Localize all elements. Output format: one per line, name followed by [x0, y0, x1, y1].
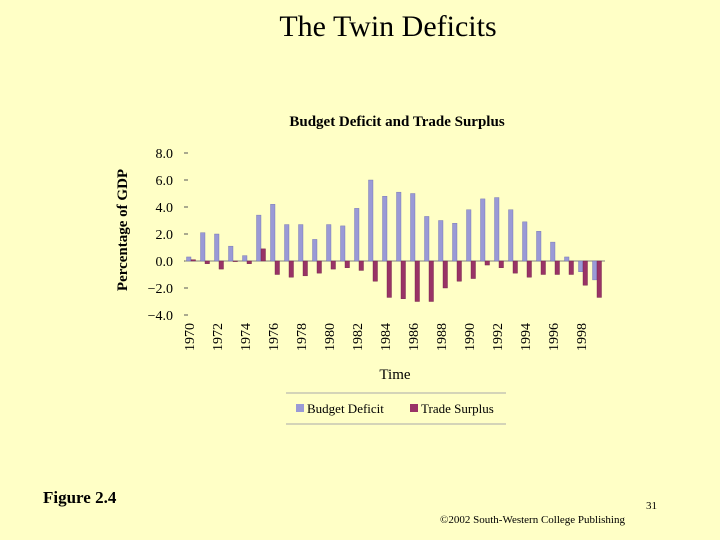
- trade-surplus-bar: [330, 260, 336, 270]
- trade-surplus-bar: [274, 260, 280, 275]
- budget-deficit-bar: [242, 255, 248, 262]
- budget-deficit-bar: [536, 231, 542, 262]
- y-tick-label: −4.0: [148, 309, 173, 324]
- x-tick-label: 1972: [211, 323, 226, 351]
- trade-surplus-bar: [316, 260, 322, 274]
- budget-deficit-bar: [466, 209, 472, 262]
- budget-deficit-bar: [298, 224, 304, 262]
- x-axis-ticks: 1970 1972 1974 1976 1978 1980 1982 1984 1986 1988…: [183, 323, 590, 351]
- y-tick-label: −2.0: [148, 282, 173, 297]
- page-number: 31: [646, 500, 657, 512]
- legend: Budget Deficit Trade Surplus: [286, 392, 506, 425]
- budget-deficit-bar: [214, 233, 220, 262]
- trade-surplus-bar: [442, 260, 448, 289]
- legend-swatch-trade-surplus: [410, 404, 418, 412]
- x-tick-label: 1998: [575, 323, 590, 351]
- trade-surplus-bar: [386, 260, 392, 298]
- budget-deficit-bar: [424, 216, 430, 262]
- x-tick-label: 1970: [183, 323, 198, 351]
- trade-surplus-bar: [428, 260, 434, 302]
- trade-surplus-bar: [232, 260, 238, 262]
- budget-deficit-bar: [410, 193, 416, 262]
- trade-surplus-bar: [554, 260, 560, 275]
- figure-label: Figure 2.4: [43, 488, 117, 507]
- trade-surplus-bar: [568, 260, 574, 275]
- budget-deficit-bar: [368, 179, 374, 262]
- trade-surplus-bar: [540, 260, 546, 275]
- budget-deficit-bar: [550, 241, 556, 262]
- x-tick-label: 1974: [239, 323, 254, 351]
- trade-surplus-bar: [414, 260, 420, 302]
- x-tick-label: 1990: [463, 323, 478, 351]
- trade-surplus-bar: [400, 260, 406, 299]
- trade-surplus-bar: [498, 260, 504, 268]
- budget-deficit-bar: [200, 232, 206, 262]
- budget-deficit-bar: [228, 245, 234, 262]
- y-axis-title: Percentage of GDP: [115, 169, 131, 291]
- x-tick-label: 1978: [295, 323, 310, 351]
- x-tick-label: 1992: [491, 323, 506, 351]
- budget-deficit-bar: [452, 222, 458, 262]
- trade-surplus-bar: [288, 260, 294, 278]
- y-axis-ticks: 8.0 6.0 4.0 2.0 0.0 −2.0 −4.0: [148, 147, 188, 324]
- budget-deficit-bar: [564, 256, 570, 262]
- budget-deficit-bar: [438, 220, 444, 262]
- trade-surplus-bar: [260, 248, 266, 262]
- budget-deficit-bar: [256, 214, 262, 262]
- legend-label-trade-surplus: Trade Surplus: [421, 401, 494, 416]
- trade-surplus-bar: [358, 260, 364, 271]
- trade-surplus-bar: [526, 260, 532, 278]
- trade-surplus-bar: [456, 260, 462, 282]
- budget-deficit-bar: [382, 195, 388, 262]
- trade-surplus-bar: [596, 260, 602, 298]
- x-tick-label: 1984: [379, 323, 394, 351]
- budget-deficit-bar: [592, 260, 598, 281]
- budget-deficit-bar: [494, 197, 500, 262]
- trade-surplus-bar: [190, 259, 196, 262]
- x-tick-label: 1982: [351, 323, 366, 351]
- trade-surplus-bar: [470, 260, 476, 279]
- x-axis-title: Time: [379, 367, 410, 383]
- trade-surplus-bar: [372, 260, 378, 282]
- budget-deficit-bar: [522, 221, 528, 262]
- x-tick-label: 1994: [519, 323, 534, 351]
- budget-deficit-bar: [326, 224, 332, 262]
- chart-title: Budget Deficit and Trade Surplus: [289, 114, 505, 130]
- legend-swatch-budget-deficit: [296, 404, 304, 412]
- trade-surplus-bar: [484, 260, 490, 266]
- budget-deficit-bar: [508, 209, 514, 262]
- budget-deficit-bar: [578, 260, 584, 273]
- budget-deficit-bar: [354, 208, 360, 262]
- y-tick-label: 8.0: [156, 147, 174, 162]
- x-tick-label: 1976: [267, 323, 282, 351]
- budget-deficit-bar: [396, 191, 402, 262]
- budget-deficit-bar: [270, 204, 276, 262]
- trade-surplus-bar: [302, 260, 308, 277]
- y-tick-label: 2.0: [156, 228, 174, 243]
- trade-surplus-bar: [204, 260, 210, 264]
- x-tick-label: 1980: [323, 323, 338, 351]
- copyright-notice: ©2002 South-Western College Publishing: [440, 514, 625, 526]
- budget-deficit-bar: [186, 256, 192, 262]
- budget-deficit-bar: [340, 225, 346, 262]
- y-tick-label: 6.0: [156, 174, 174, 189]
- budget-deficit-bar: [312, 239, 318, 262]
- trade-surplus-bar: [582, 260, 588, 286]
- x-tick-label: 1986: [407, 323, 422, 351]
- budget-deficit-bar: [480, 198, 486, 262]
- y-tick-label: 4.0: [156, 201, 174, 216]
- trade-surplus-bar: [218, 260, 224, 270]
- y-tick-label: 0.0: [156, 255, 174, 270]
- x-tick-label: 1988: [435, 323, 450, 351]
- trade-surplus-bar: [344, 260, 350, 268]
- x-tick-label: 1996: [547, 323, 562, 351]
- trade-surplus-bar: [512, 260, 518, 274]
- legend-label-budget-deficit: Budget Deficit: [307, 401, 384, 416]
- slide-title: The Twin Deficits: [279, 10, 497, 43]
- bars: [186, 179, 602, 302]
- trade-surplus-bar: [246, 260, 252, 264]
- budget-deficit-bar: [284, 224, 290, 262]
